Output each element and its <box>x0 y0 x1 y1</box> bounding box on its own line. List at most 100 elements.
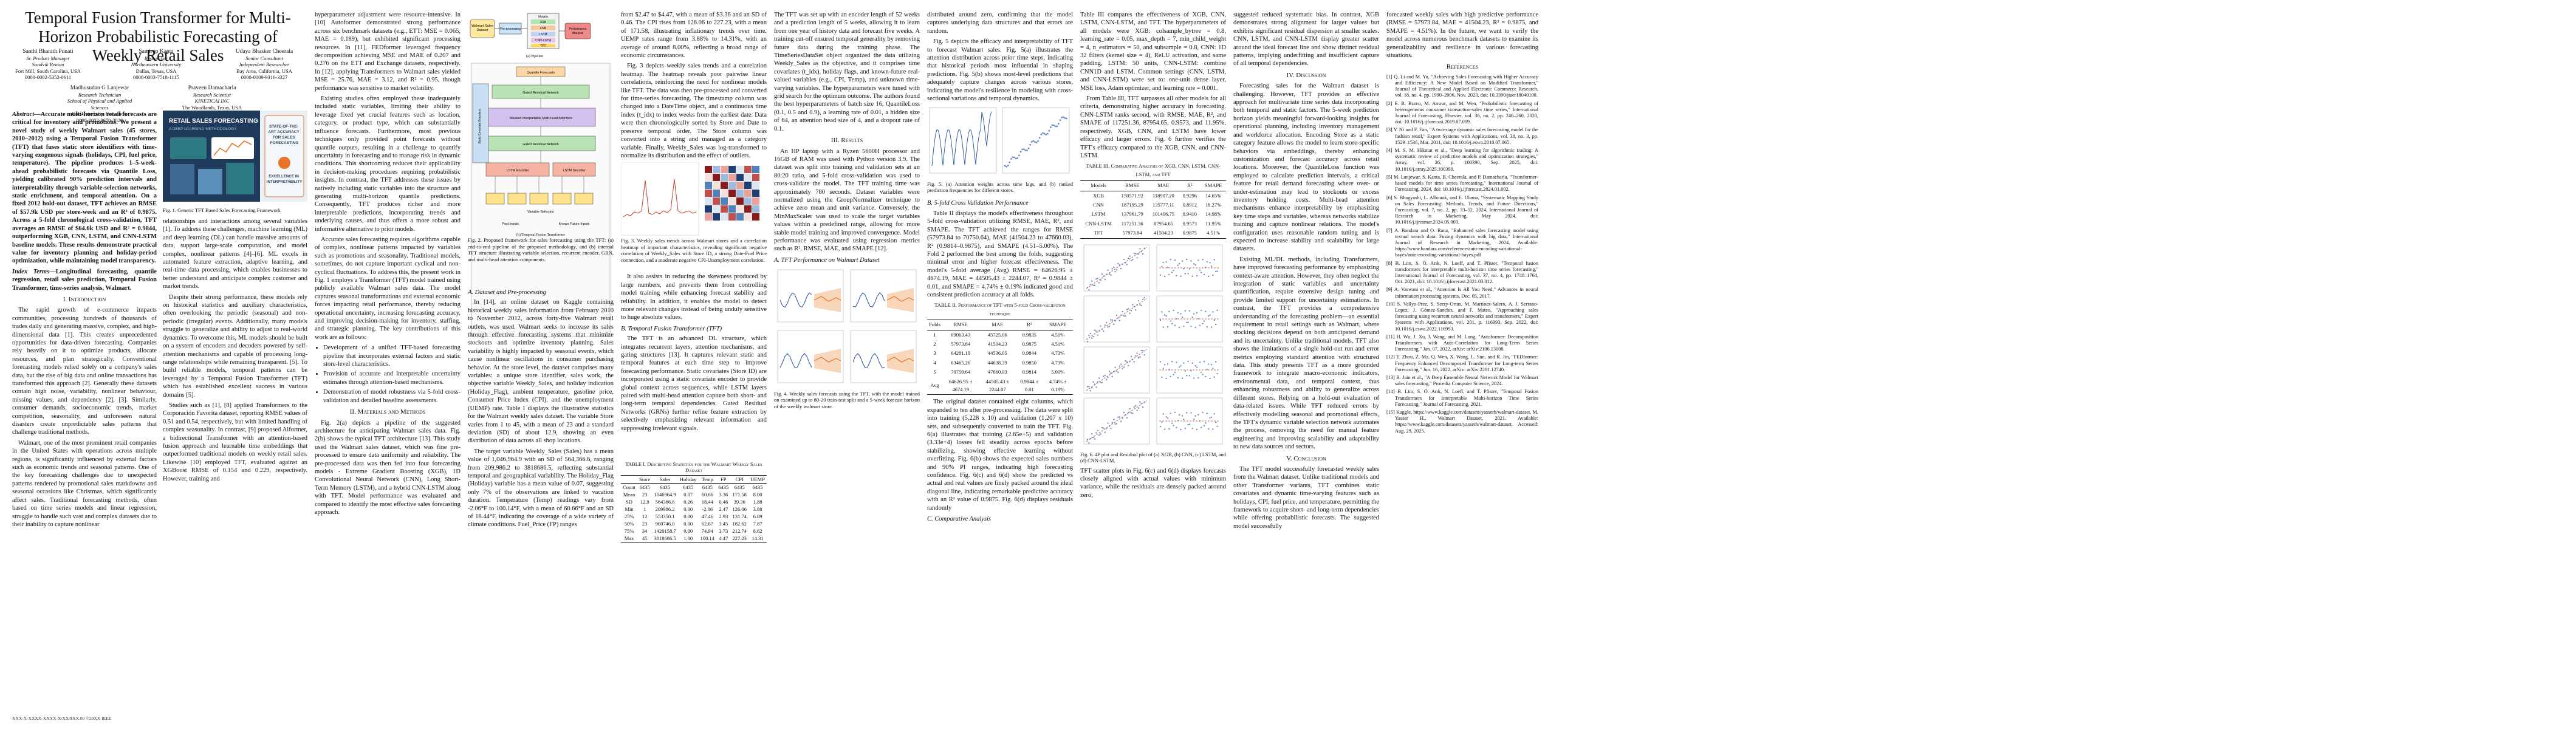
residual-point <box>1190 259 1192 262</box>
table-cell: TFT <box>1080 228 1117 239</box>
residual-point <box>1190 325 1192 327</box>
scatter-point <box>1088 334 1090 336</box>
scatter-point <box>1118 264 1120 265</box>
scatter-point <box>1094 383 1096 385</box>
residual-point <box>1206 326 1208 327</box>
residual-point <box>1173 269 1174 271</box>
scatter-point <box>1110 372 1112 374</box>
scatter-point <box>1132 358 1134 361</box>
residual-point <box>1202 373 1204 375</box>
residual-point <box>1202 323 1204 324</box>
heatmap-cell <box>721 197 728 205</box>
scatter-point <box>1120 314 1122 316</box>
author-role: Research Technician <box>78 91 122 98</box>
table-header-row: Models RMSE MAE R² SMAPE <box>1080 180 1226 191</box>
residual-point <box>1166 266 1169 268</box>
figure-2-caption: Fig. 2. Proposed framework for sales for… <box>468 237 614 262</box>
column-8: Table III compares the effectiveness of … <box>1080 11 1226 502</box>
table-cell: Count <box>623 484 635 490</box>
heatmap-cell <box>721 166 728 174</box>
ideal-line <box>1086 247 1148 289</box>
residual-point <box>1173 309 1174 311</box>
scatter-point <box>1140 349 1142 351</box>
scatter-point <box>1136 304 1138 306</box>
prediction-point <box>1026 149 1028 152</box>
paragraph: TFT scatter plots in Fig. 6(c) and 6(d) … <box>1080 467 1226 499</box>
residual-point <box>1213 376 1215 378</box>
fig2-node-static: Static Covariate Encoders <box>478 109 482 144</box>
scatter-point <box>1103 275 1105 277</box>
scatter-point <box>1130 411 1132 414</box>
paragraph: Studies such as [1], [8] applied Transfo… <box>163 402 307 482</box>
reference-item: [2] E. R. Bravo, M. Anwar, and M. Wen, "… <box>1386 100 1538 125</box>
reference-item: [6] S. Bhagyashi, L. Albouak, and E. Ula… <box>1386 194 1538 225</box>
scatter-point <box>1088 442 1090 444</box>
scatter-point <box>1098 330 1100 332</box>
prediction-point <box>1004 165 1006 167</box>
table-cell: CNN-LSTM <box>1085 220 1112 227</box>
table-cell: 45 <box>637 535 653 542</box>
heatmap-cell <box>752 205 759 213</box>
fig2-node-future: Known Future Inputs <box>559 222 590 226</box>
prediction-point <box>1015 157 1017 160</box>
table-cell: 227.23 <box>730 535 749 542</box>
scatter-point <box>1135 252 1137 255</box>
prediction-point <box>1046 133 1049 135</box>
table-cell: 47660.03 <box>987 369 1007 375</box>
scatter-point <box>1091 386 1093 388</box>
residual-point <box>1159 274 1162 276</box>
fig2-node-xgb: XGB <box>540 21 547 24</box>
paragraph: The TFT is an advanced DL structure, whi… <box>621 335 767 432</box>
scatter-point <box>1130 309 1132 312</box>
prediction-point <box>1059 119 1061 122</box>
prediction-point <box>1037 140 1039 143</box>
reference-item: [13] R. Jain et al., "A Deep Ensemble Ne… <box>1386 374 1538 387</box>
table-3-caption: TABLE III. Comparative Analysis of XGB, … <box>1086 163 1221 177</box>
scatter-point <box>1120 420 1122 422</box>
table-row: 50% 23 960746.0 0.00 62.67 3.45 182.62 7.87 <box>621 520 767 527</box>
reference-item: [14] B. Lim, S. Ö. Arık, N. Loeff, and T… <box>1386 389 1538 407</box>
heatmap-cell <box>752 182 759 190</box>
table-row: XGB 150571.92 118907.20 0.9296 14.65% <box>1080 191 1226 200</box>
residual-point <box>1179 414 1180 416</box>
residual-point <box>1165 416 1167 418</box>
heatmap-cell <box>713 174 720 182</box>
residual-point <box>1171 360 1173 362</box>
residual-point <box>1210 265 1213 267</box>
scatter-point <box>1095 330 1097 332</box>
column-3: hyperparameter adjustment were resource-… <box>315 11 461 519</box>
heatmap-cell <box>713 166 720 174</box>
fig2-node-line: Performance <box>569 27 587 31</box>
scatter-point <box>1103 427 1105 429</box>
scatter-point <box>1108 325 1111 327</box>
residual-point <box>1194 264 1196 265</box>
residual-point <box>1186 321 1188 323</box>
residual-point <box>1196 428 1198 430</box>
table-header-cell: Holiday <box>677 475 699 484</box>
table-cell: 6435 <box>734 484 745 490</box>
table-cell: 3.45 <box>719 521 728 527</box>
residual-point <box>1183 325 1185 327</box>
scatter-point <box>1140 250 1142 252</box>
prediction-point <box>1007 165 1009 167</box>
residual-point <box>1190 412 1192 414</box>
residual-point <box>1194 364 1196 366</box>
table-cell: 553350.1 <box>655 513 675 519</box>
column-4: A. Dataset and Pre-processing In [14], a… <box>468 286 614 532</box>
residual-point <box>1170 375 1171 377</box>
fig2-node-cnn: CNN <box>540 27 547 30</box>
residual-point <box>1196 275 1198 276</box>
residual-point <box>1208 275 1210 277</box>
table-header-cell: Models <box>1080 180 1117 191</box>
prediction-point <box>1064 117 1066 120</box>
scatter-point <box>1133 252 1135 254</box>
residual-point <box>1205 310 1207 312</box>
scatter-point <box>1092 381 1094 383</box>
residual-point <box>1193 418 1195 420</box>
residual-point <box>1166 417 1169 419</box>
reference-item: [7] A. Bandara and O. Rana, "Enhanced sa… <box>1386 227 1538 258</box>
scatter-point <box>1133 306 1135 307</box>
table-1-grid: Store Sales Holiday Temp FP CPI UEMP Count 6435… <box>621 475 767 542</box>
figure-5: Fig. 5. (a) Attention weights across tim… <box>927 105 1073 196</box>
table-header-cell: Temp <box>698 475 717 484</box>
